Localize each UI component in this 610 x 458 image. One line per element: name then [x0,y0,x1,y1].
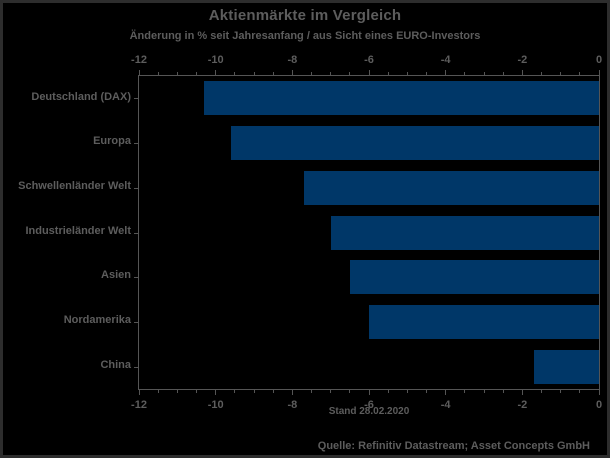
x-axis-tick-label-bottom: 0 [595,399,603,411]
category-label: Nordamerika [63,314,131,327]
x-axis-tick-label-top: 0 [595,54,603,66]
source-caption: Quelle: Refinitiv Datastream; Asset Conc… [317,440,590,452]
x-axis-minor-tick [253,72,255,75]
x-axis-tick-label-bottom: -8 [287,399,298,411]
x-axis-tick-label-top: -6 [364,54,374,66]
x-axis-major-tick [598,70,600,75]
x-axis-minor-tick [502,390,504,393]
x-axis-major-tick [291,70,293,75]
x-axis-tick-label-top: -2 [517,54,528,66]
x-axis-tick-label-bottom: -10 [207,399,224,411]
bar-europa [231,126,599,161]
x-axis-minor-tick [579,390,581,393]
category-label: Europa [93,135,131,148]
chart-subtitle: Änderung in % seit Jahresanfang / aus Si… [129,30,481,42]
x-axis-tick-label-top: -10 [207,54,224,66]
x-axis-major-tick [138,390,140,395]
x-axis-major-tick [368,70,370,75]
y-axis-category-labels: Deutschland (DAX) Europa Schwellenländer W… [3,75,131,390]
y-axis-tick [134,98,138,100]
footnote-date: Stand 28.02.2020 [328,406,410,417]
x-axis-minor-tick [234,390,236,393]
y-axis-tick [134,277,138,279]
x-axis-minor-tick [560,72,562,75]
x-axis-minor-tick [311,72,312,75]
x-axis-tick-label-bottom: -2 [517,399,528,411]
x-axis-minor-tick [541,390,542,393]
category-label: Industrieländer Welt [25,224,131,237]
y-axis-tick [134,187,138,189]
category-label: Asien [101,269,131,282]
x-axis-minor-tick [176,390,178,393]
x-axis-minor-tick [406,390,408,393]
x-axis-minor-tick [157,390,159,393]
x-axis-minor-tick [311,390,312,393]
x-axis-minor-tick [579,72,581,75]
x-axis-major-tick [598,390,600,395]
x-axis-minor-tick [483,72,485,75]
x-axis-minor-tick [483,390,485,393]
category-label: China [100,358,131,371]
y-axis-tick [134,321,138,323]
x-axis-major-tick [521,70,523,75]
x-axis-tick-label-top: -4 [440,54,451,66]
x-axis-minor-tick [176,72,178,75]
chart-title: Aktienmärkte im Vergleich [208,7,402,24]
category-label: Schwellenländer Welt [18,180,131,192]
bar-industriel-nder-welt [330,215,599,250]
x-axis-minor-tick [464,72,466,75]
x-axis-minor-tick [541,72,542,75]
bar-asien [349,260,599,295]
x-axis-minor-tick [426,390,427,393]
x-axis-minor-tick [387,390,389,393]
bar-china [533,349,599,384]
x-axis-minor-tick [234,72,236,75]
x-axis-tick-label-top: -8 [287,54,298,66]
x-axis-major-tick [521,390,523,395]
x-axis-major-tick [368,390,370,395]
x-axis-minor-tick [349,72,351,75]
x-axis-minor-tick [330,390,332,393]
y-axis-tick [134,143,138,145]
x-axis-major-tick [291,390,293,395]
x-axis-minor-tick [253,390,255,393]
bar-deutschland-dax [204,81,599,116]
x-axis-minor-tick [502,72,504,75]
x-axis-major-tick [138,70,140,75]
x-axis-minor-tick [196,72,197,75]
x-axis-major-tick [445,70,447,75]
x-axis-minor-tick [272,390,274,393]
bar-schwellenl-nder-welt [303,170,599,205]
x-axis-minor-tick [406,72,408,75]
x-axis-minor-tick [426,72,427,75]
category-label: Deutschland (DAX) [31,90,131,103]
bar-nordamerika [369,304,599,339]
x-axis-tick-label-top: -12 [131,54,147,66]
x-axis-major-tick [215,390,217,395]
x-axis-minor-tick [387,72,389,75]
y-axis-tick [134,366,138,368]
x-axis-minor-tick [464,390,466,393]
x-axis-tick-label-bottom: -4 [440,399,451,411]
x-axis-major-tick [215,70,217,75]
x-axis-tick-label-bottom: -6 [364,399,374,411]
x-axis-minor-tick [330,72,332,75]
x-axis-minor-tick [272,72,274,75]
x-axis-minor-tick [157,72,159,75]
x-axis-minor-tick [560,390,562,393]
y-axis-tick [134,232,138,234]
x-axis-major-tick [445,390,447,395]
x-axis-minor-tick [196,390,197,393]
x-axis-tick-label-bottom: -12 [131,399,147,411]
plot-area: -12 -12 -10 -10 -8 -8 -6 -6 -4 -4 -2 -2 0 0 [131,54,602,411]
x-axis-minor-tick [349,390,351,393]
